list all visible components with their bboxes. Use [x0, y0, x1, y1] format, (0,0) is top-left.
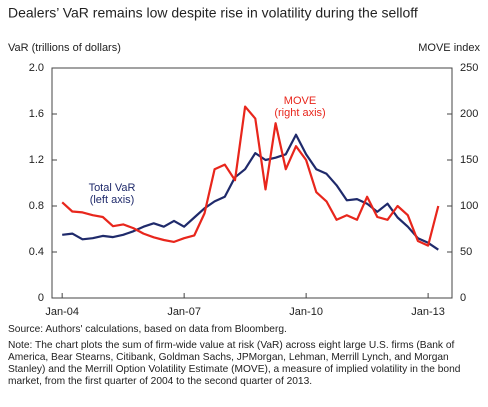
- note: Note: The chart plots the sum of firm-wi…: [8, 340, 461, 387]
- y-tick-label: 0: [38, 292, 44, 304]
- plot-frame: [51, 67, 453, 299]
- y2-tick-label: 50: [460, 246, 472, 258]
- series-line: [62, 133, 439, 251]
- x-tick-label: Jan-07: [167, 306, 201, 318]
- x-tick-label: Jan-13: [411, 306, 445, 318]
- y-tick-label: 0.4: [29, 246, 44, 258]
- y-tick-label: 1.6: [29, 108, 44, 120]
- y2-tick-label: 150: [460, 154, 478, 166]
- y2-tick-label: 0: [460, 292, 466, 304]
- x-tick-label: Jan-04: [45, 306, 79, 318]
- y2-tick-label: 200: [460, 108, 478, 120]
- x-tick-label: Jan-10: [289, 306, 323, 318]
- chart-title: Dealers’ VaR remains low despite rise in…: [8, 5, 418, 21]
- y2-tick-label: 250: [460, 62, 478, 74]
- y-tick-label: 1.2: [29, 154, 44, 166]
- y2-axis-label: MOVE index: [418, 42, 480, 54]
- chart: Dealers’ VaR remains low despite rise in…: [8, 5, 480, 318]
- y-axis-label: VaR (trillions of dollars): [8, 42, 121, 54]
- y2-tick-label: 100: [460, 200, 478, 212]
- y-tick-label: 0.8: [29, 200, 44, 212]
- source: Source: Authors' calculations, based on …: [8, 324, 287, 335]
- series-label: MOVE (right axis): [274, 95, 325, 119]
- series-line: [61, 105, 440, 247]
- series-label: Total VaR (left axis): [89, 182, 136, 206]
- y-tick-label: 2.0: [29, 62, 44, 74]
